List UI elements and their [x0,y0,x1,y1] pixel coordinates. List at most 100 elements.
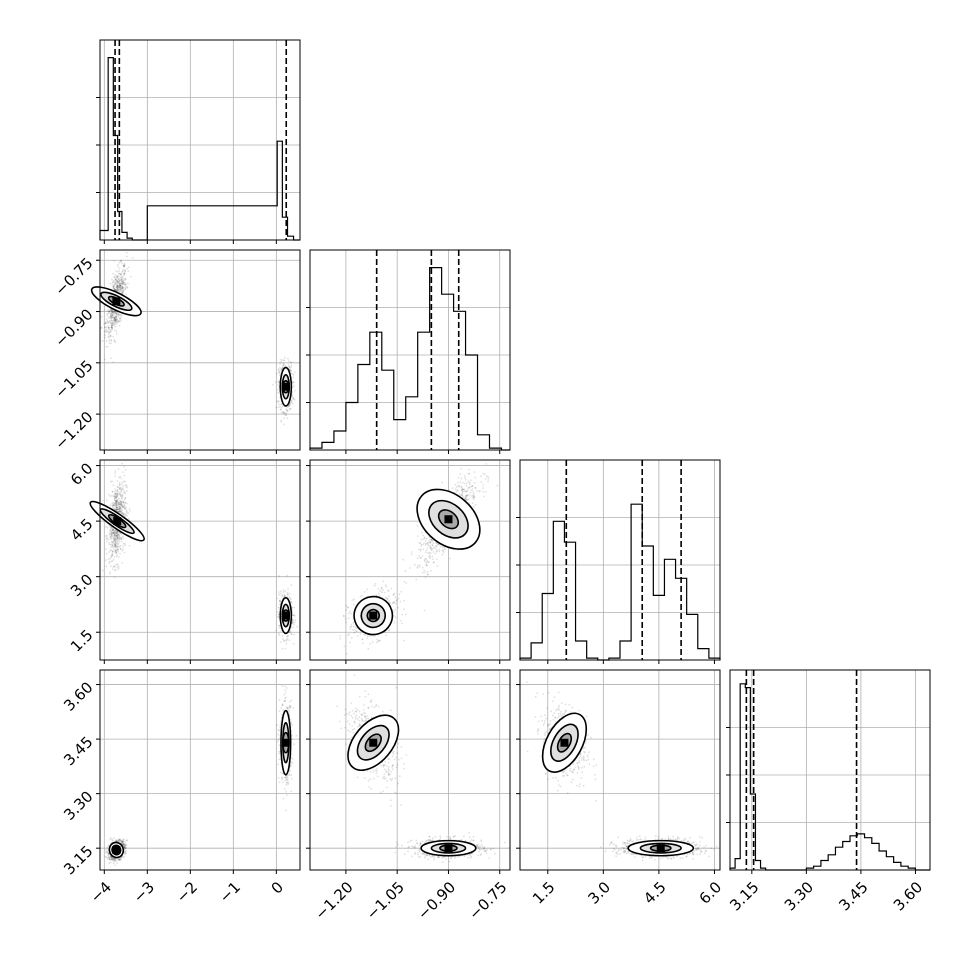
sample-point [451,487,454,489]
sample-point [123,474,126,477]
sample-point [110,528,112,530]
sample-point [104,559,107,562]
sample-point [108,339,111,342]
sample-point [110,324,113,327]
sample-point [123,273,126,275]
sample-point [350,623,353,626]
sample-point [416,535,419,537]
sample-point [122,548,124,551]
sample-point [127,282,129,285]
sample-point [114,549,117,552]
sample-point [115,539,118,541]
sample-point [116,495,119,498]
sample-point [411,551,413,553]
sample-point [117,566,120,568]
sample-point [116,289,119,291]
sample-point [290,774,293,777]
sample-point [111,312,114,315]
sample-point [109,329,112,331]
sample-point [479,489,481,492]
sample-point [115,506,118,509]
sample-point [428,540,431,543]
sample-point [112,568,114,571]
sample-point [118,535,121,537]
sample-point [125,285,127,288]
sample-point [404,570,407,573]
sample-point [124,287,127,290]
sample-point [278,371,281,374]
sample-point [124,544,127,546]
sample-point [116,289,119,292]
sample-point [117,550,120,553]
sample-point [276,597,279,600]
sample-point [109,549,112,552]
sample-point [106,846,108,849]
sample-point [281,704,284,707]
sample-point [468,468,470,471]
sample-point [429,539,431,541]
sample-point [116,486,119,489]
sample-point [114,508,117,511]
sample-point [113,502,116,505]
sample-point [117,503,120,505]
sample-point [126,486,129,488]
sample-point [114,544,117,546]
sample-point [282,591,285,593]
sample-point [427,544,429,546]
sample-point [275,372,278,375]
sample-point [119,493,122,495]
sample-point [416,566,419,569]
sample-point [117,287,120,289]
sample-point [454,483,457,486]
sample-point [122,501,125,504]
sample-point [111,321,114,324]
sample-point [108,562,111,564]
sample-point [116,274,119,277]
sample-point [106,309,109,312]
sample-point [115,315,118,318]
sample-point [113,288,116,290]
sample-point [114,860,117,863]
sample-point [111,327,114,330]
sample-point [444,548,446,551]
sample-point [121,500,124,503]
sample-point [426,542,429,544]
sample-point [112,538,115,540]
sample-point [117,859,119,861]
sample-point [105,535,107,537]
sample-point [421,531,423,534]
sample-point [105,326,107,328]
sample-point [106,526,109,529]
sample-point [111,550,114,553]
sample-point [115,319,117,322]
sample-point [116,508,119,511]
sample-point [114,507,117,510]
sample-point [119,287,122,290]
sample-point [483,495,485,498]
sample-point [123,514,126,516]
sample-point [436,565,439,567]
sample-point [121,285,124,288]
sample-point [288,404,291,406]
sample-point [106,331,109,333]
sample-point [116,501,118,503]
sample-point [116,285,118,288]
sample-point [106,320,109,322]
sample-point [110,315,112,318]
sample-point [119,510,122,513]
sample-point [118,314,120,317]
sample-point [116,508,119,511]
sample-point [111,532,113,534]
sample-point [487,477,490,480]
sample-point [292,626,294,629]
sample-point [103,309,106,312]
sample-point [421,566,424,569]
sample-point [279,362,281,365]
sample-point [124,480,126,483]
sample-point [423,537,426,540]
sample-point [458,486,461,488]
sample-point [284,692,287,694]
sample-point [113,275,115,278]
sample-point [280,360,282,363]
sample-point [293,633,295,636]
